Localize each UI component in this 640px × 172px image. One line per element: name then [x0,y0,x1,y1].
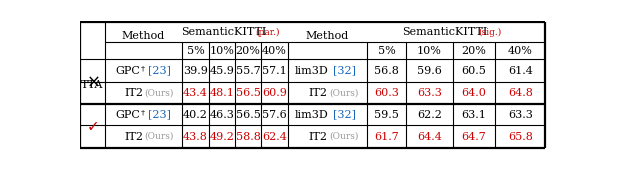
Text: [32]: [32] [333,110,356,120]
Text: 40.2: 40.2 [183,110,208,120]
Text: SemanticKITTI: SemanticKITTI [182,27,267,37]
Text: [23]: [23] [148,110,172,120]
Text: (Ours): (Ours) [330,89,359,98]
Text: lim3D: lim3D [295,66,328,76]
Text: [23]: [23] [148,66,172,76]
Text: (Ours): (Ours) [145,132,173,141]
Text: $\times$: $\times$ [86,72,99,90]
Text: IT2: IT2 [308,132,328,142]
Text: 59.6: 59.6 [417,66,442,76]
Text: 60.5: 60.5 [461,66,486,76]
Text: 64.4: 64.4 [417,132,442,142]
Text: 48.1: 48.1 [209,88,234,98]
Text: 40%: 40% [262,46,287,56]
Text: 10%: 10% [209,46,234,56]
Text: Method: Method [122,31,165,41]
Text: (Ours): (Ours) [330,132,359,141]
Text: 49.2: 49.2 [209,132,234,142]
Text: 61.7: 61.7 [374,132,399,142]
Text: 5%: 5% [187,46,204,56]
Text: 40%: 40% [508,46,532,56]
Text: 39.9: 39.9 [183,66,208,76]
Text: 61.4: 61.4 [508,66,532,76]
Text: 64.7: 64.7 [461,132,486,142]
Text: 20%: 20% [461,46,486,56]
Text: 60.3: 60.3 [374,88,399,98]
Text: 5%: 5% [378,46,396,56]
Text: (sig.): (sig.) [478,28,502,37]
Text: 62.4: 62.4 [262,132,287,142]
Text: 10%: 10% [417,46,442,56]
Text: 45.9: 45.9 [209,66,234,76]
Text: TTA: TTA [81,80,104,90]
Text: 56.8: 56.8 [374,66,399,76]
Text: 65.8: 65.8 [508,132,532,142]
Text: $\checkmark$: $\checkmark$ [86,118,99,133]
Text: 59.5: 59.5 [374,110,399,120]
Text: 43.8: 43.8 [183,132,208,142]
Text: Method: Method [306,31,349,41]
Text: †: † [141,108,145,116]
Text: [32]: [32] [333,66,356,76]
Text: lim3D: lim3D [295,110,328,120]
Text: IT2: IT2 [125,88,144,98]
Text: 58.8: 58.8 [236,132,260,142]
Text: (par.): (par.) [255,28,280,37]
Text: 43.4: 43.4 [183,88,208,98]
Text: 63.3: 63.3 [508,110,532,120]
Text: GPC: GPC [116,66,141,76]
Text: (Ours): (Ours) [145,89,173,98]
Text: 55.7: 55.7 [236,66,260,76]
Text: IT2: IT2 [308,88,328,98]
Text: GPC: GPC [116,110,141,120]
Text: 62.2: 62.2 [417,110,442,120]
Text: †: † [141,64,145,72]
Text: 63.1: 63.1 [461,110,486,120]
Text: 64.0: 64.0 [461,88,486,98]
Text: 57.1: 57.1 [262,66,287,76]
Text: 64.8: 64.8 [508,88,532,98]
Text: 46.3: 46.3 [209,110,234,120]
Text: SemanticKITTI: SemanticKITTI [403,27,488,37]
Text: 57.6: 57.6 [262,110,287,120]
Text: 63.3: 63.3 [417,88,442,98]
Text: IT2: IT2 [125,132,144,142]
Text: 60.9: 60.9 [262,88,287,98]
Text: 20%: 20% [236,46,260,56]
Text: 56.5: 56.5 [236,88,260,98]
Text: 56.5: 56.5 [236,110,260,120]
